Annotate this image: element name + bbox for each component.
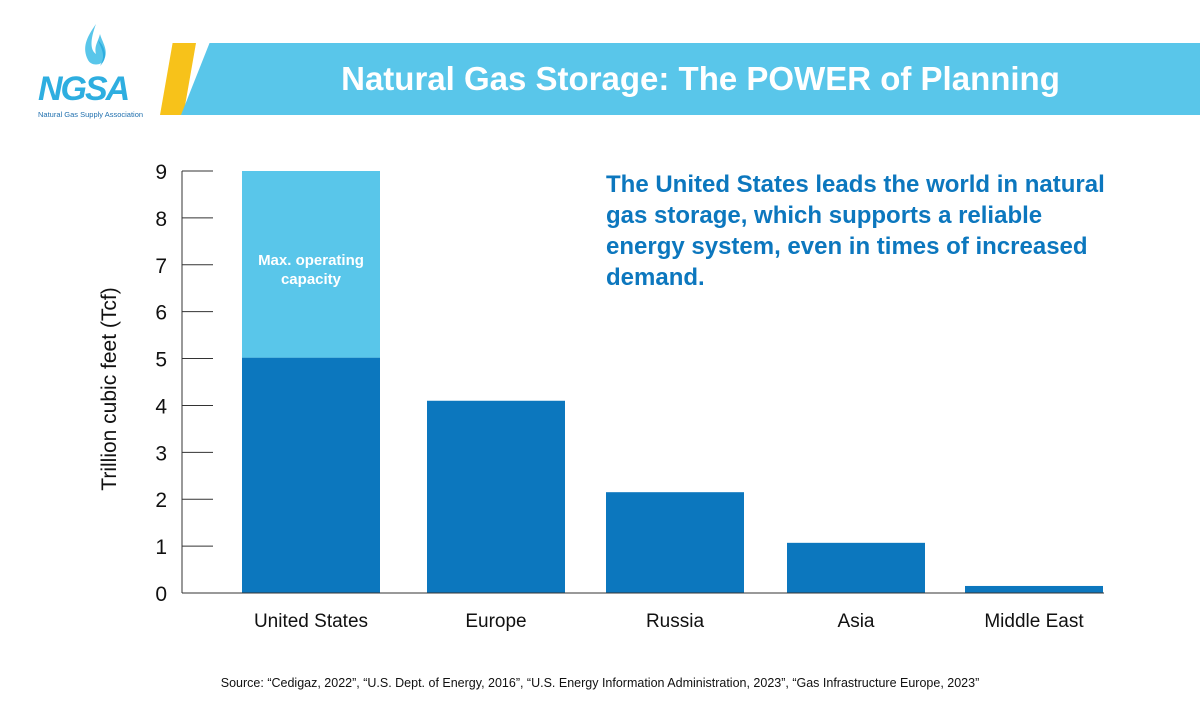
source-citation: Source: “Cedigaz, 2022”, “U.S. Dept. of … <box>220 676 980 690</box>
bars-group <box>242 171 1103 593</box>
y-tick-label: 3 <box>155 442 167 465</box>
y-tick-label: 2 <box>155 489 167 512</box>
flame-icon <box>85 24 106 66</box>
chart-annotation-text: The United States leads the world in nat… <box>606 171 1105 291</box>
bar-europe <box>427 400 565 593</box>
y-tick-label: 1 <box>155 536 167 559</box>
y-tick-label: 0 <box>155 583 167 606</box>
ngsa-logo: NGSA Natural Gas Supply Association <box>30 22 150 120</box>
x-category-label: Middle East <box>984 611 1084 632</box>
bar-united-states-max-capacity <box>242 171 380 358</box>
bar-annotation-line-1: Max. operating <box>258 252 364 269</box>
y-tick-label: 9 <box>155 161 167 184</box>
y-tick-label: 7 <box>155 255 167 278</box>
bar-middle-east <box>965 585 1103 593</box>
bar-annotation-line-2: capacity <box>281 271 342 288</box>
logo-subtitle: Natural Gas Supply Association <box>38 110 144 119</box>
axes-group <box>181 171 1104 594</box>
y-tick-label: 8 <box>155 208 167 231</box>
x-category-label: Russia <box>646 611 705 632</box>
bar-united-states <box>242 357 380 593</box>
y-axis-label: Trillion cubic feet (Tcf) <box>98 287 121 490</box>
y-tick-label: 5 <box>155 349 167 372</box>
y-ticks-group: 0 1 2 3 4 5 6 7 8 9 <box>155 161 213 606</box>
x-category-label: Asia <box>838 611 875 632</box>
page-title: Natural Gas Storage: The POWER of Planni… <box>341 60 1060 97</box>
x-labels-group: United States Europe Russia Asia Middle East <box>254 611 1084 632</box>
header-banner: Natural Gas Storage: The POWER of Planni… <box>181 43 1200 115</box>
logo-text: NGSA <box>38 70 130 108</box>
bar-asia <box>787 542 925 593</box>
bar-russia <box>606 492 744 593</box>
y-tick-label: 4 <box>155 395 167 418</box>
y-tick-label: 6 <box>155 302 167 325</box>
x-category-label: United States <box>254 611 368 632</box>
x-category-label: Europe <box>465 611 526 632</box>
